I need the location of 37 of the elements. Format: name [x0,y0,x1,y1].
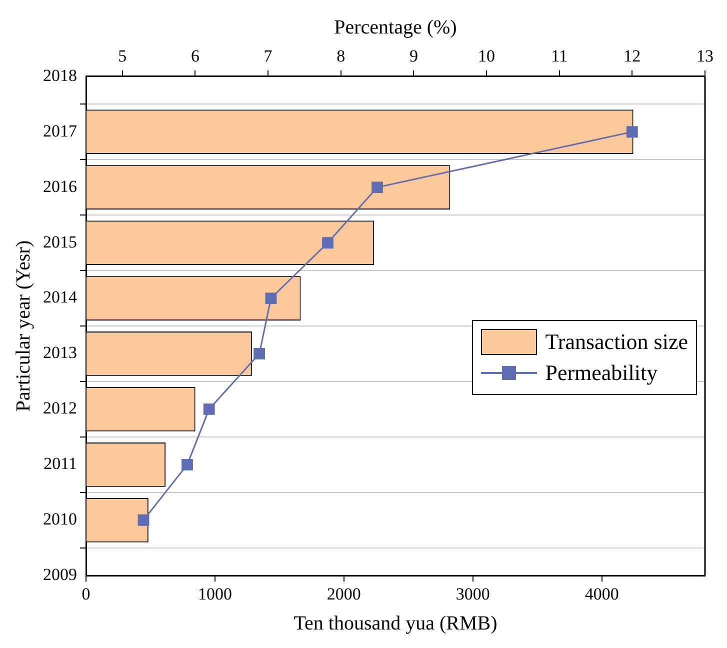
x-tick-label: 2000 [326,584,361,604]
point [203,404,215,415]
y-tick-label: 2012 [43,398,77,418]
x2-tick-label: 6 [190,46,200,66]
y-tick-label: 2017 [43,121,78,140]
point [265,292,277,304]
point [254,348,266,360]
y-axis-title: Particular year (Yesr) [12,240,34,412]
point [138,514,150,526]
point [626,126,638,138]
y-tick-label: 2018 [43,66,77,85]
point [182,458,193,470]
x2-tick-label: 5 [118,46,127,66]
x2-tick-label: 7 [264,46,273,66]
x-tick-label: 0 [82,584,90,604]
y-tick-label: 2011 [44,454,77,474]
x2-axis-title: Percentage (%) [334,16,457,38]
x2-tick-label: 12 [624,46,641,66]
legend-label: Permeability [545,359,658,387]
point [322,237,334,248]
y-tick-label: 2013 [43,343,77,362]
x-tick-label: 4000 [584,584,619,604]
y-tick-label: 2014 [43,288,78,307]
y-tick-label: 2016 [43,176,77,196]
y-tick-label: 2015 [43,232,77,252]
x-tick-label: 1000 [198,584,232,604]
x2-tick-label: 10 [478,46,496,66]
x-axis-title: Ten thousand yua (RMB) [294,612,498,634]
point [372,182,383,194]
x2-tick-label: 9 [409,46,418,66]
x-tick-label: 3000 [456,584,490,604]
x2-tick-label: 11 [551,46,568,66]
y-tick-label: 2010 [43,510,77,529]
legend-label: Transaction size [545,328,688,356]
x2-tick-label: 13 [696,46,714,66]
y-tick-label: 2009 [43,565,77,584]
x2-tick-label: 8 [336,46,346,66]
